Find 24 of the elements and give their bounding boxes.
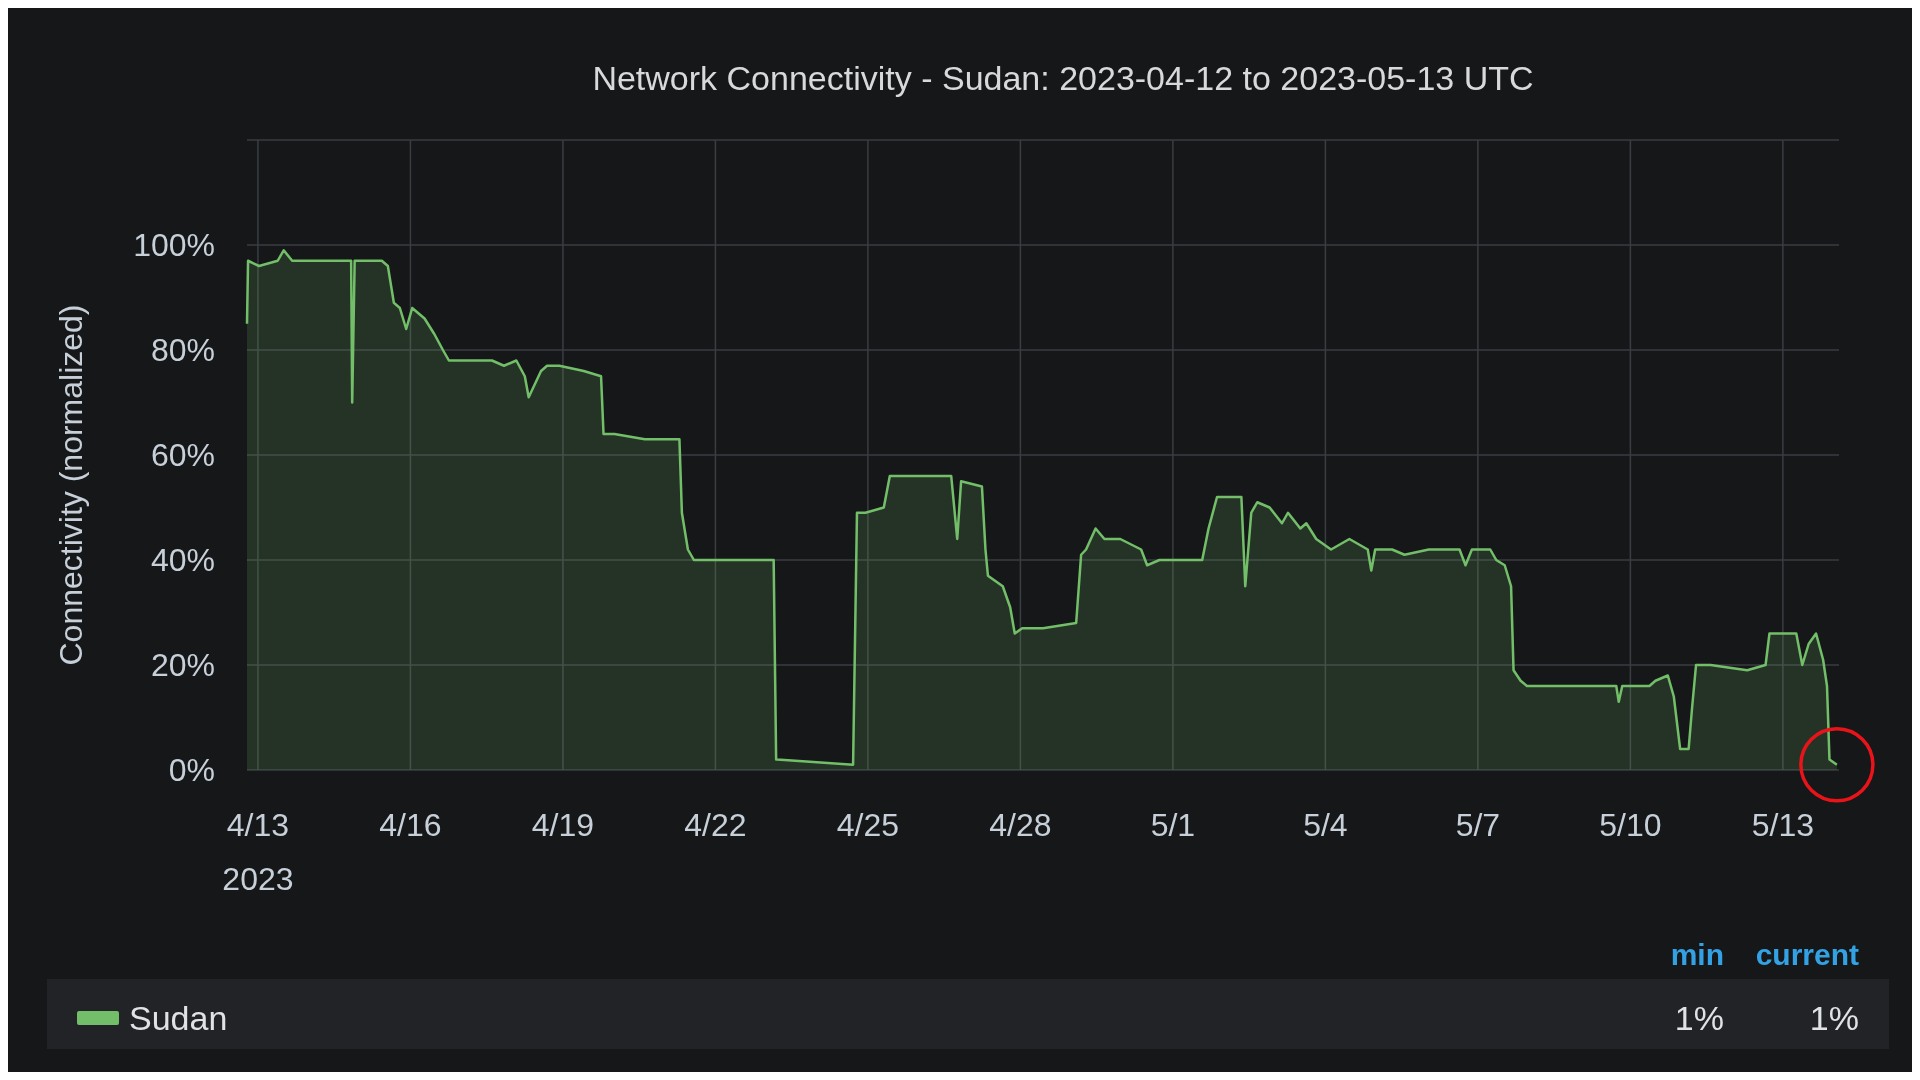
x-tick-label: 5/1	[1150, 807, 1196, 843]
y-tick-label: 20%	[150, 647, 215, 684]
y-tick-label: 0%	[168, 752, 215, 789]
text: 1%	[1674, 998, 1724, 1037]
y-tick-label: 80%	[150, 332, 215, 369]
y-tick-label: 60%	[150, 437, 215, 474]
y-axis-title: Connectivity (normalized)	[53, 304, 89, 666]
text: 1%	[1809, 998, 1859, 1037]
x-tick-label: 5/10	[1599, 807, 1662, 843]
y-tick-label: 40%	[150, 542, 215, 579]
y-tick-label: 100%	[133, 227, 215, 264]
x-tick-label: 5/7	[1455, 807, 1501, 843]
x-tick-label: 4/25	[836, 807, 900, 843]
x-tick-label: 4/16	[379, 807, 442, 843]
x-tick-label: 4/28	[989, 807, 1052, 843]
text: min	[1670, 938, 1724, 971]
x-tick-label: 5/4	[1303, 807, 1348, 843]
legend-label: Sudan	[129, 998, 228, 1037]
x-tick-label: 5/13	[1751, 807, 1815, 843]
chart-title: Network Connectivity - Sudan: 2023-04-12 to 2023-05-13 UTC	[592, 59, 1534, 97]
text: current	[1755, 938, 1860, 971]
x-tick-label: 4/19	[531, 807, 595, 843]
x-tick-label: 4/22	[684, 807, 747, 843]
x-tick-label: 4/13 2023	[222, 807, 294, 897]
